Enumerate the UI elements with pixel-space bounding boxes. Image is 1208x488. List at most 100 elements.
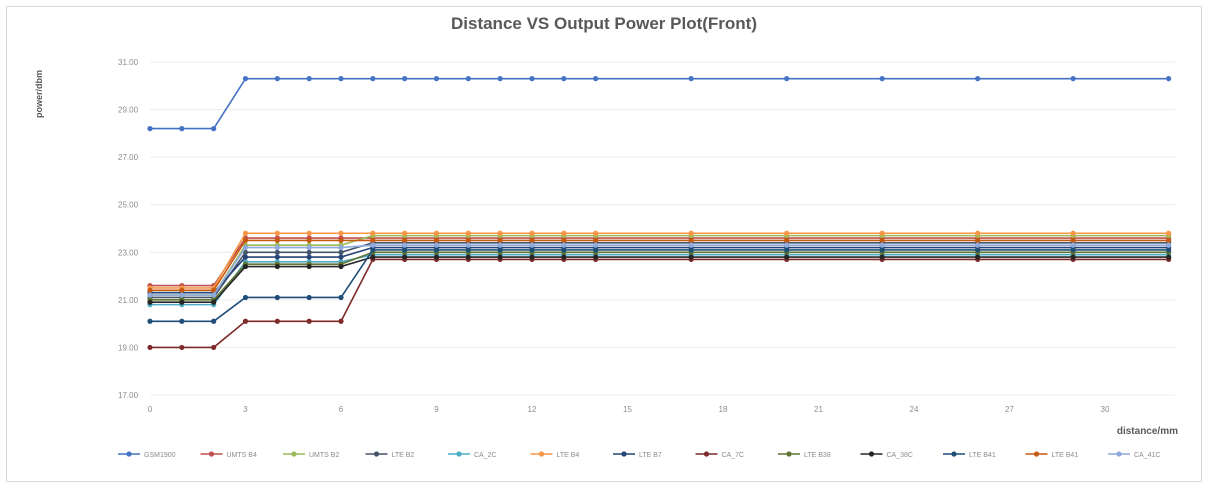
data-point (242, 76, 249, 82)
data-point (975, 247, 981, 253)
data-point (465, 76, 471, 82)
data-point (688, 230, 694, 236)
y-tick-label: 29.00 (118, 106, 139, 115)
data-point (433, 237, 440, 243)
data-point (147, 126, 153, 132)
data-point (433, 247, 440, 253)
data-point (179, 299, 185, 305)
data-point (1070, 247, 1076, 253)
data-point (1166, 254, 1172, 260)
data-point (465, 254, 471, 260)
y-tick-label: 23.00 (118, 248, 139, 257)
data-point (593, 242, 599, 248)
data-point (179, 344, 185, 351)
data-point (529, 254, 535, 260)
data-point (338, 254, 344, 260)
data-point (688, 76, 694, 82)
data-point (274, 254, 280, 260)
data-point (274, 237, 280, 243)
data-point (1070, 237, 1076, 243)
data-point (338, 294, 344, 301)
y-tick-label: 21.00 (118, 296, 139, 305)
data-point (306, 237, 312, 243)
data-point (784, 242, 790, 248)
data-point (975, 254, 981, 260)
legend-marker (703, 451, 710, 457)
data-point (561, 242, 567, 248)
data-point (402, 242, 408, 248)
data-point (211, 287, 217, 293)
data-point (1166, 76, 1172, 82)
data-point (370, 254, 376, 260)
data-point (1070, 254, 1076, 260)
legend-label: LTE B41 (969, 452, 996, 459)
data-point (465, 247, 471, 253)
data-point (274, 249, 280, 255)
data-point (338, 230, 344, 236)
data-point (338, 318, 344, 324)
legend-label: LTE B41 (1052, 452, 1079, 459)
data-point (1166, 237, 1172, 243)
legend-label: UMTS B4 (227, 452, 257, 459)
data-point (211, 344, 217, 351)
data-point (879, 254, 885, 260)
data-point (688, 254, 694, 260)
data-point (274, 318, 280, 324)
data-point (497, 242, 503, 248)
data-point (497, 230, 503, 236)
data-point (338, 249, 344, 255)
series-line (150, 77, 1169, 130)
legend-marker (373, 451, 380, 457)
data-point (1166, 230, 1172, 236)
data-point (561, 230, 567, 236)
data-point (242, 249, 249, 255)
legend-marker (621, 451, 627, 457)
data-point (497, 76, 503, 82)
data-point (147, 318, 153, 324)
data-point (433, 76, 440, 82)
data-point (147, 287, 153, 293)
data-point (688, 237, 694, 243)
series-line (150, 258, 1169, 349)
x-tick-label: 18 (719, 405, 728, 414)
data-point (529, 247, 535, 253)
data-point (211, 299, 217, 305)
data-point (529, 76, 535, 82)
series-line (150, 232, 1169, 289)
data-point (211, 126, 217, 132)
data-point (338, 263, 344, 270)
data-point (497, 254, 503, 260)
data-point (370, 237, 376, 243)
legend-marker (456, 451, 462, 457)
data-point (179, 287, 185, 293)
data-point (688, 242, 694, 248)
data-point (306, 244, 312, 251)
data-point (465, 242, 471, 248)
legend-label: CA_2C (474, 452, 497, 459)
y-tick-label: 17.00 (118, 391, 139, 400)
data-point (975, 237, 981, 243)
data-point (147, 292, 153, 298)
y-tick-label: 31.00 (118, 58, 139, 67)
data-point (242, 254, 249, 260)
data-point (561, 76, 567, 82)
data-point (879, 247, 885, 253)
data-point (593, 76, 599, 82)
data-point (370, 76, 376, 82)
x-tick-label: 15 (623, 405, 632, 414)
data-point (784, 230, 790, 236)
data-point (688, 247, 694, 253)
data-point (242, 230, 249, 236)
x-tick-label: 30 (1101, 405, 1110, 414)
legend-marker (208, 451, 215, 457)
data-point (529, 237, 535, 243)
legend-label: UMTS B2 (309, 452, 339, 459)
y-tick-label: 25.00 (118, 201, 139, 210)
data-point (433, 254, 440, 260)
series-line (150, 249, 1169, 323)
data-point (338, 237, 344, 243)
data-point (879, 242, 885, 248)
x-tick-label: 27 (1005, 405, 1014, 414)
legend-label: LTE B2 (392, 452, 415, 459)
data-point (879, 76, 885, 82)
